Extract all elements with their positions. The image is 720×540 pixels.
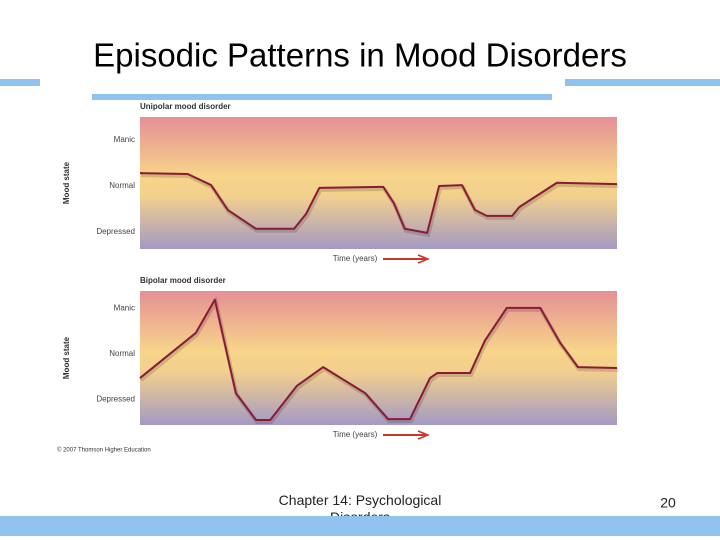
y-tick-label: Manic [114,135,135,144]
plot-background [140,117,617,249]
footer-bar [0,516,720,536]
title-rule [565,79,720,86]
time-arrow-head [417,430,431,440]
y-tick-label: Depressed [96,227,135,236]
x-axis-label: Time (years) [333,430,378,439]
slide-title: Episodic Patterns in Mood Disorders [93,37,627,74]
x-axis-label: Time (years) [333,254,378,263]
y-axis-label: Mood state [62,336,71,379]
y-tick-label: Normal [109,181,135,190]
y-tick-label: Normal [109,349,135,358]
y-tick-label: Depressed [96,395,135,404]
plot-background [140,291,617,425]
chart-title: Unipolar mood disorder [140,102,231,111]
mood-line [139,172,618,234]
time-arrow-head [417,254,431,264]
y-tick-label: Manic [114,303,135,312]
title-rule [92,94,552,100]
y-axis-label: Mood state [62,161,71,204]
page-number: 20 [660,495,676,511]
title-rule [0,79,40,86]
credit: © 2007 Thomson Higher Education [57,447,151,454]
chart-title: Bipolar mood disorder [140,276,226,285]
mood-line [139,298,618,421]
